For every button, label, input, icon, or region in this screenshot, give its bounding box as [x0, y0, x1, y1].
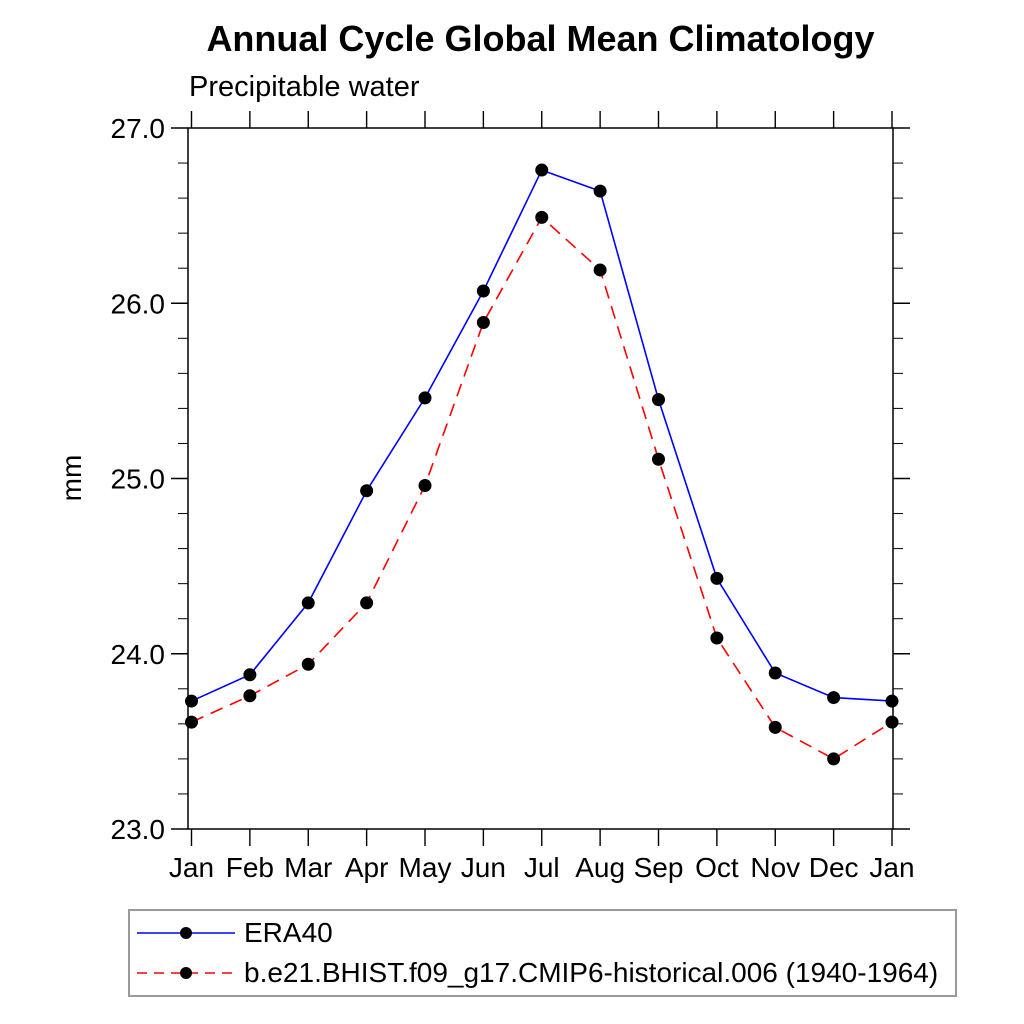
series-era40	[185, 163, 899, 708]
data-point-marker	[827, 752, 841, 766]
legend-item-cmip6-historical: b.e21.BHIST.f09_g17.CMIP6-historical.006…	[134, 953, 955, 993]
plot-frame	[187, 127, 894, 830]
x-tick-label: Jan	[869, 852, 914, 883]
y-axis: 23.0 24.0 25.0 26.0 27.0	[111, 113, 910, 845]
data-point-marker	[593, 184, 607, 198]
data-point-marker	[710, 631, 724, 645]
chart-subtitle: Precipitable water	[189, 71, 420, 103]
data-point-marker	[593, 263, 607, 277]
x-tick-label: Jul	[524, 852, 560, 883]
chart-title: Annual Cycle Global Mean Climatology	[206, 18, 875, 59]
series-line-era40	[191, 169, 893, 702]
x-tick-label: Jan	[169, 852, 214, 883]
x-tick-label: Oct	[695, 852, 739, 883]
data-point-marker	[710, 571, 724, 585]
y-tick-label: 24.0	[111, 639, 166, 670]
legend-label-cmip6: b.e21.BHIST.f09_g17.CMIP6-historical.006…	[244, 957, 939, 988]
legend-box: ERA40 b.e21.BHIST.f09_g17.CMIP6-historic…	[128, 909, 957, 997]
legend-label-era40: ERA40	[244, 917, 333, 948]
data-point-marker	[301, 596, 315, 610]
data-point-marker	[827, 691, 841, 705]
data-point-marker	[768, 720, 782, 734]
data-point-marker	[476, 284, 490, 298]
data-point-marker	[185, 715, 198, 729]
y-tick-label: 23.0	[111, 814, 166, 845]
x-tick-label: Jun	[461, 852, 506, 883]
x-tick-label: May	[399, 852, 452, 883]
data-point-marker	[243, 668, 257, 682]
series-cmip6-historical-006	[185, 210, 899, 766]
legend-marker-dot	[180, 967, 192, 979]
x-tick-label: Aug	[575, 852, 625, 883]
y-tick-label: 27.0	[111, 113, 166, 144]
x-tick-label: Mar	[284, 852, 332, 883]
data-point-marker	[885, 694, 899, 708]
data-point-marker	[418, 391, 432, 405]
data-point-marker	[418, 479, 432, 493]
y-tick-label: 25.0	[111, 464, 166, 495]
x-tick-label: Sep	[634, 852, 684, 883]
data-point-marker	[535, 210, 549, 224]
data-point-marker	[476, 316, 490, 330]
x-tick-label: Dec	[809, 852, 859, 883]
data-point-marker	[360, 596, 374, 610]
x-tick-label: Nov	[750, 852, 800, 883]
legend-line-sample-era40	[137, 927, 235, 939]
x-tick-label: Apr	[345, 852, 389, 883]
y-minor-ticks	[178, 162, 903, 795]
data-point-marker	[885, 715, 899, 729]
data-point-marker	[360, 484, 374, 498]
data-point-marker	[185, 694, 198, 708]
x-tick-label: Feb	[226, 852, 274, 883]
data-point-marker	[243, 689, 257, 703]
legend-line-sample-cmip6	[137, 967, 235, 979]
data-point-marker	[652, 393, 665, 407]
data-point-marker	[301, 657, 315, 671]
data-point-marker	[768, 666, 782, 680]
y-tick-label: 26.0	[111, 288, 166, 319]
legend-marker-dot	[180, 927, 192, 939]
x-axis: Jan Feb Mar Apr May Jun Jul Aug Sep Oct Nov Dec Jan	[169, 111, 915, 883]
data-point-marker	[652, 452, 665, 466]
legend-item-era40: ERA40	[134, 913, 955, 953]
chart-canvas: Jan Feb Mar Apr May Jun Jul Aug Sep Oct Nov Dec Jan2…	[111, 111, 915, 883]
data-point-marker	[535, 163, 549, 177]
